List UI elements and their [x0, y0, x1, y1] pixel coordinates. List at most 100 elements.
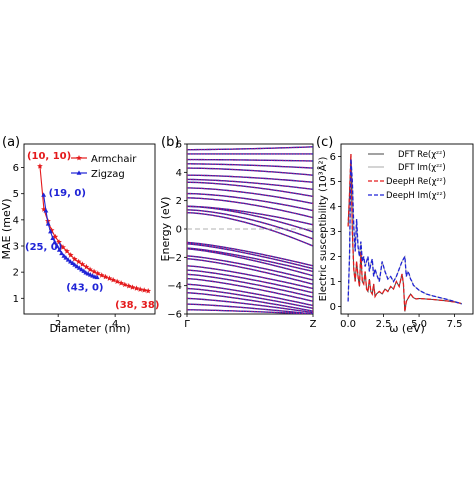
band-deeph-valence — [187, 273, 313, 298]
annotation-label: (19, 0) — [49, 188, 86, 199]
c-ytick-label: 5 — [330, 177, 336, 188]
zigzag-point — [72, 262, 78, 267]
armchair-point — [114, 278, 120, 284]
legend-marker-zigzag — [76, 170, 82, 175]
band-dft-conduction — [187, 205, 313, 226]
c-ytick-label: 0 — [330, 302, 336, 313]
a-ytick-label: 2 — [13, 268, 19, 279]
bands-group-b — [187, 146, 313, 314]
armchair-point — [67, 252, 74, 258]
band-dft-conduction — [187, 158, 313, 162]
armchair-point — [56, 239, 62, 245]
band-dft-conduction — [187, 174, 313, 183]
b-ytick-label: −4 — [167, 281, 182, 292]
zigzag-point — [59, 250, 64, 256]
c-ytick-label: 6 — [330, 152, 336, 163]
armchair-point — [71, 256, 78, 262]
band-deeph-conduction — [187, 205, 313, 226]
band-dft-conduction — [187, 146, 313, 151]
b-xtick-label: Γ — [184, 319, 190, 330]
zigzag-point — [68, 259, 73, 264]
band-dft-conduction — [187, 192, 313, 212]
zigzag-point — [76, 265, 82, 270]
plot-frame-c — [340, 143, 474, 315]
band-deeph-valence — [187, 241, 313, 267]
armchair-point — [121, 281, 128, 288]
y-axis-label-c: Electric susceptibility (10³Å²) — [316, 157, 329, 302]
band-deeph-conduction — [187, 209, 313, 240]
zigzag-point — [74, 263, 80, 269]
zigzag-point — [54, 243, 60, 248]
band-deeph-conduction — [187, 174, 313, 183]
band-dft-valence — [187, 269, 313, 294]
a-ytick-label: 6 — [13, 163, 19, 174]
armchair-point — [79, 261, 86, 267]
zigzag-point — [79, 266, 84, 272]
a-xtick-label: 2 — [55, 319, 61, 330]
zigzag-point — [56, 247, 62, 252]
b-xtick-label: Z — [310, 319, 317, 330]
annotation-label: (25, 0) — [25, 242, 62, 253]
armchair-point — [129, 284, 136, 290]
zigzag-point — [50, 235, 56, 240]
annotation-label: (10, 10) — [27, 151, 71, 162]
a-ytick-label: 4 — [13, 215, 19, 226]
panel-label-b: (b) — [161, 135, 179, 150]
c-ytick-label: 2 — [330, 252, 336, 263]
zigzag-point — [48, 229, 53, 234]
band-dft-conduction — [187, 197, 313, 219]
c-xtick-label: 0.0 — [340, 319, 356, 330]
zigzag-point — [94, 274, 100, 280]
band-deeph-valence — [187, 277, 313, 302]
b-ytick-label: 2 — [176, 196, 182, 207]
band-dft-valence — [187, 309, 313, 314]
panel-label-c: (c) — [316, 135, 333, 150]
band-deeph-conduction — [187, 205, 313, 233]
series-group-c — [347, 153, 462, 312]
a-xtick-label: 4 — [112, 319, 118, 330]
zigzag-point — [65, 257, 71, 262]
legend-label-deeph-im: DeepH Im(χᶻᶻ) — [386, 191, 446, 201]
plot-frame-a — [23, 143, 156, 315]
c-xtick-label: 5.0 — [411, 319, 427, 330]
y-axis-label-b: Energy (eV) — [159, 197, 172, 262]
panel-label-a: (a) — [2, 135, 20, 150]
bands-clipped — [187, 146, 313, 314]
band-deeph-valence — [187, 255, 313, 281]
axis-ticks-c: 0.0 2.5 5.0 7.5 0 1 2 3 4 5 6 — [330, 152, 463, 330]
series-deeph-im — [347, 158, 462, 305]
legend-label-zigzag: Zigzag — [91, 169, 125, 180]
band-deeph-valence — [187, 269, 313, 294]
armchair-point — [102, 273, 109, 280]
band-dft-valence — [187, 303, 313, 314]
series-deeph-re — [347, 153, 462, 312]
band-deeph-valence — [187, 243, 313, 270]
band-deeph-valence — [187, 265, 313, 290]
legend-label-dft-im: DFT Im(χᶻᶻ) — [398, 163, 446, 173]
b-ytick-label: 4 — [176, 168, 182, 179]
panel-c-susceptibility: (c) 0.0 2.5 5.0 7.5 0 1 2 3 4 5 6 DFT Re(χᶻᶻ) DFT … — [316, 135, 474, 335]
legend-label-deeph-re: DeepH Re(χᶻᶻ) — [386, 177, 446, 187]
b-ytick-label: 6 — [176, 140, 182, 151]
b-ytick-label: −2 — [167, 253, 182, 264]
b-ytick-label: −6 — [167, 310, 182, 321]
panel-b-band-structure: (b) Γ Z −6 −4 −2 0 2 4 6 Energy (eV) — [159, 135, 317, 330]
armchair-point — [37, 163, 43, 169]
band-dft-conduction — [187, 181, 313, 198]
x-axis-label-c: ω (eV) — [389, 322, 425, 335]
b-ytick-label: 0 — [176, 225, 182, 236]
a-ytick-label: 1 — [13, 294, 19, 305]
band-deeph-valence — [187, 248, 313, 277]
band-dft-valence — [187, 287, 313, 310]
a-ytick-label: 5 — [13, 189, 19, 200]
band-dft-conduction — [187, 212, 313, 247]
zigzag-point — [41, 192, 47, 197]
annotations-a: (10, 10) (19, 0) (25, 0) (43, 0) (38, 38) — [25, 151, 159, 311]
legend-c: DFT Re(χᶻᶻ) DFT Im(χᶻᶻ) DeepH Re(χᶻᶻ) De… — [368, 150, 446, 201]
armchair-point — [87, 266, 93, 272]
y-axis-label-a: MAE (meV) — [0, 198, 13, 259]
armchair-point — [83, 263, 90, 270]
c-ytick-label: 4 — [330, 202, 336, 213]
band-dft-conduction — [187, 167, 313, 176]
